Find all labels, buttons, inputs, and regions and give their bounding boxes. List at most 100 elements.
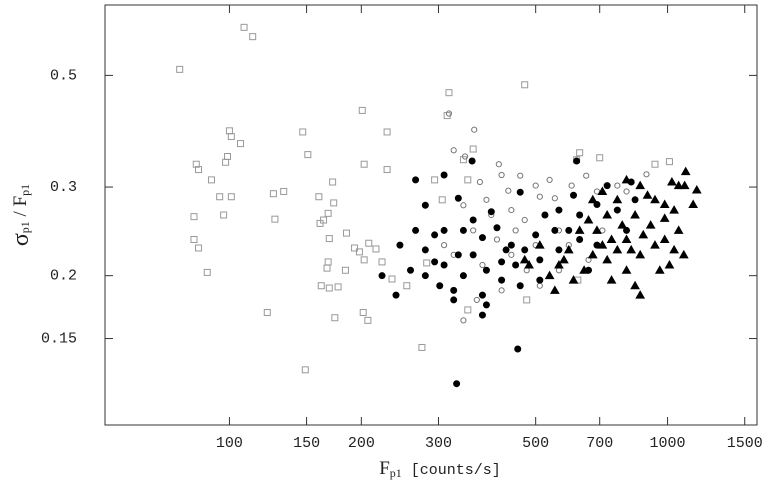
point — [532, 182, 539, 189]
point — [269, 190, 277, 198]
point — [621, 234, 632, 243]
point — [476, 178, 484, 186]
point — [412, 226, 420, 234]
point — [606, 275, 617, 284]
point — [360, 256, 368, 264]
point — [324, 258, 332, 266]
point — [478, 291, 486, 299]
point — [626, 244, 637, 254]
point — [431, 258, 439, 266]
point — [574, 225, 585, 234]
x-label-rest: [counts/s] — [402, 462, 501, 479]
point — [659, 213, 670, 222]
point — [498, 287, 505, 294]
x-tick-label: 500 — [522, 435, 549, 452]
point — [317, 282, 325, 290]
point — [341, 266, 349, 274]
point — [508, 206, 515, 214]
point — [612, 244, 623, 254]
point — [493, 224, 501, 232]
point — [421, 246, 429, 254]
point — [190, 213, 198, 221]
point — [587, 249, 598, 259]
point — [454, 194, 462, 202]
x-tick-label: 100 — [216, 435, 243, 452]
point — [483, 196, 490, 203]
point — [630, 209, 640, 219]
point — [190, 235, 198, 243]
point — [423, 259, 431, 267]
point — [478, 234, 486, 242]
y-label-main: σ — [8, 233, 34, 246]
point — [669, 205, 679, 214]
point — [495, 161, 502, 168]
point — [585, 256, 592, 263]
point — [436, 282, 444, 290]
point — [440, 261, 448, 269]
point — [597, 240, 608, 249]
x-tick-label: 1000 — [650, 435, 686, 452]
point — [271, 215, 279, 223]
point — [664, 260, 675, 269]
point — [521, 81, 529, 89]
point — [596, 154, 604, 162]
point — [524, 260, 534, 269]
point — [450, 286, 458, 294]
point — [460, 317, 467, 324]
point — [631, 196, 639, 204]
point — [563, 244, 574, 254]
point — [635, 180, 646, 190]
point — [418, 343, 426, 351]
point — [421, 201, 429, 209]
point — [301, 366, 309, 374]
point — [512, 261, 520, 269]
y-tick-label: 0.2 — [50, 268, 77, 285]
point — [445, 110, 453, 117]
point — [329, 178, 337, 186]
point — [536, 193, 543, 200]
x-tick-label: 150 — [293, 435, 320, 452]
point — [351, 244, 359, 252]
point — [358, 106, 366, 114]
point — [342, 229, 350, 237]
point — [568, 182, 575, 189]
point — [468, 157, 476, 165]
point — [554, 260, 564, 269]
point — [383, 166, 391, 174]
point — [650, 194, 660, 204]
point — [325, 284, 333, 292]
point — [532, 231, 540, 239]
point — [669, 244, 679, 254]
point — [459, 272, 467, 280]
point — [263, 308, 271, 316]
point — [334, 283, 342, 291]
point — [508, 251, 515, 258]
point — [623, 226, 631, 234]
point — [512, 227, 519, 234]
point — [324, 209, 332, 217]
point — [559, 254, 569, 264]
point — [573, 157, 581, 165]
point — [487, 208, 495, 216]
point — [654, 265, 665, 274]
point — [392, 291, 400, 299]
point — [280, 187, 288, 195]
y-tick-label: 0.5 — [50, 67, 77, 84]
point — [378, 272, 386, 280]
point — [583, 215, 594, 224]
y-axis-label: σp1 / Fp1 — [8, 184, 34, 246]
point — [461, 153, 469, 160]
point — [412, 176, 420, 184]
point — [521, 216, 528, 224]
point — [651, 160, 659, 168]
point — [544, 270, 555, 280]
point — [638, 229, 649, 239]
point — [396, 241, 404, 249]
point — [364, 316, 372, 324]
point — [192, 160, 200, 168]
point — [612, 194, 623, 204]
point — [440, 171, 448, 179]
point — [659, 199, 670, 208]
point — [227, 133, 235, 141]
point — [673, 180, 684, 190]
